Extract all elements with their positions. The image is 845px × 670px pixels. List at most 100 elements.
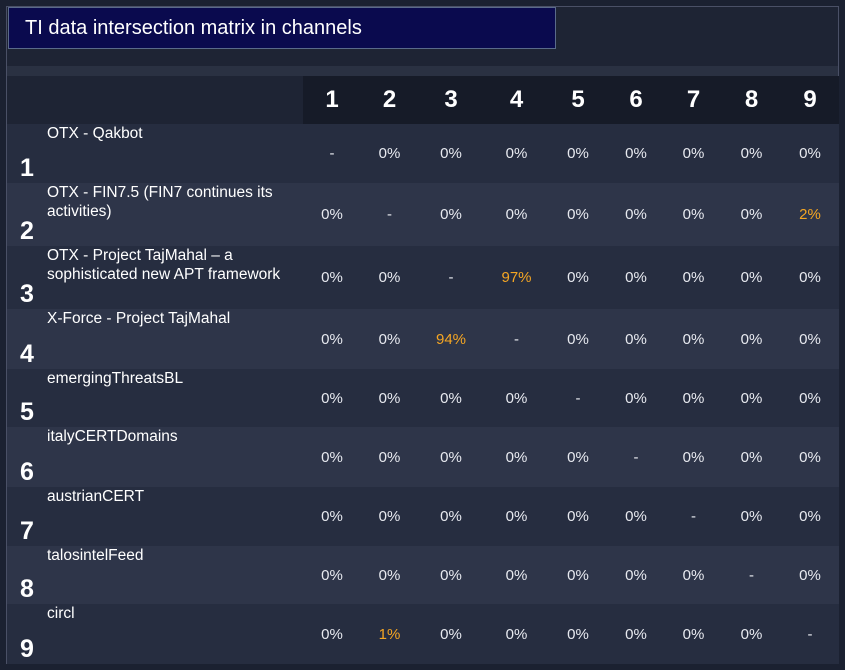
matrix-cell: 0% [781,546,839,604]
matrix-cell: 0% [418,183,484,246]
matrix-cell: 0% [303,546,361,604]
matrix-cell: 0% [303,487,361,546]
matrix-cell: 0% [549,246,607,309]
matrix-cell: 0% [418,604,484,664]
matrix-cell: - [781,604,839,664]
matrix-cell: 0% [722,427,781,487]
row-number: 1 [7,124,47,183]
matrix-cell: 0% [665,309,722,369]
matrix-cell: 0% [607,183,665,246]
matrix-cell: 0% [722,604,781,664]
row-number: 2 [7,183,47,246]
matrix-cell: 97% [484,246,549,309]
matrix-cell: 0% [607,604,665,664]
matrix-cell: - [549,369,607,427]
matrix-cell: 0% [418,546,484,604]
matrix-cell: 0% [722,183,781,246]
matrix-cell: 0% [303,369,361,427]
row-number: 6 [7,427,47,487]
matrix-cell: 0% [418,427,484,487]
matrix-cell: 0% [303,183,361,246]
matrix-cell: 0% [303,427,361,487]
matrix-cell: 2% [781,183,839,246]
column-header: 3 [418,76,484,124]
row-number: 8 [7,546,47,604]
matrix-cell: 0% [484,604,549,664]
matrix-cell: - [418,246,484,309]
column-header: 1 [303,76,361,124]
matrix-cell: 0% [665,546,722,604]
matrix-cell: 0% [722,246,781,309]
row-source-name: emergingThreatsBL [47,369,303,427]
column-header-row: 1 2 3 4 5 6 7 8 9 [7,76,839,124]
matrix-cell: 0% [722,124,781,183]
column-header: 7 [665,76,722,124]
matrix-cell: 0% [781,427,839,487]
column-header: 8 [722,76,781,124]
matrix-cell: 0% [484,546,549,604]
matrix-cell: 0% [665,246,722,309]
intersection-matrix: 1 2 3 4 5 6 7 8 9 1 OTX - Qakbot -0% 0% 0% 0%… [7,76,839,664]
matrix-cell: 0% [303,246,361,309]
matrix-cell: 0% [665,124,722,183]
matrix-cell: 0% [665,183,722,246]
matrix-cell: 0% [361,427,418,487]
row-source-name: austrianCERT [47,487,303,546]
row-source-name: OTX - Project TajMahal – a sophisticated… [47,246,303,309]
matrix-cell: 0% [549,427,607,487]
header-corner [7,76,303,124]
matrix-cell: 0% [361,124,418,183]
row-number: 4 [7,309,47,369]
matrix-cell: 0% [722,369,781,427]
matrix-cell: 0% [418,124,484,183]
matrix-cell: - [665,487,722,546]
matrix-cell: 1% [361,604,418,664]
matrix-cell: 0% [484,183,549,246]
matrix-cell: 0% [549,309,607,369]
matrix-cell: - [303,124,361,183]
matrix-cell: 0% [607,246,665,309]
matrix-cell: 0% [484,427,549,487]
matrix-cell: 0% [303,604,361,664]
column-header: 9 [781,76,839,124]
matrix-cell: 0% [361,309,418,369]
table-row: 7 austrianCERT 0% 0% 0% 0% 0% 0% -0% 0% [7,487,839,546]
matrix-cell: 0% [722,309,781,369]
matrix-cell: 0% [484,124,549,183]
matrix-cell: - [607,427,665,487]
matrix-cell: 0% [549,546,607,604]
matrix-cell: 0% [781,124,839,183]
table-row: 8 talosintelFeed 0% 0% 0% 0% 0% 0% 0% -0% [7,546,839,604]
matrix-cell: 0% [722,487,781,546]
matrix-cell: 0% [418,369,484,427]
matrix-cell: 0% [549,124,607,183]
table-row: 5 emergingThreatsBL 0% 0% 0% 0% -0% 0% 0% 0% [7,369,839,427]
matrix-cell: - [484,309,549,369]
matrix-cell: 0% [781,246,839,309]
table-row: 4 X-Force - Project TajMahal 0% 0% 94% -0% 0% 0… [7,309,839,369]
matrix-cell: 0% [781,369,839,427]
matrix-cell: 0% [303,309,361,369]
column-header: 6 [607,76,665,124]
matrix-cell: 0% [484,487,549,546]
row-source-name: OTX - FIN7.5 (FIN7 continues its activit… [47,183,303,246]
table-row: 2 OTX - FIN7.5 (FIN7 continues its activi… [7,183,839,246]
row-number: 7 [7,487,47,546]
matrix-cell: - [722,546,781,604]
matrix-cell: 0% [665,369,722,427]
row-source-name: circl [47,604,303,664]
matrix-cell: 0% [361,369,418,427]
table-row: 9 circl 0% 1% 0% 0% 0% 0% 0% 0% - [7,604,839,664]
matrix-cell: 0% [607,369,665,427]
page-title: TI data intersection matrix in channels [8,7,556,49]
table-row: 3 OTX - Project TajMahal – a sophisticate… [7,246,839,309]
matrix-cell: 0% [607,124,665,183]
column-header: 2 [361,76,418,124]
row-number: 3 [7,246,47,309]
matrix-cell: - [361,183,418,246]
row-source-name: OTX - Qakbot [47,124,303,183]
matrix-cell: 0% [607,309,665,369]
matrix-cell: 0% [361,246,418,309]
row-number: 9 [7,604,47,664]
row-source-name: italyCERTDomains [47,427,303,487]
